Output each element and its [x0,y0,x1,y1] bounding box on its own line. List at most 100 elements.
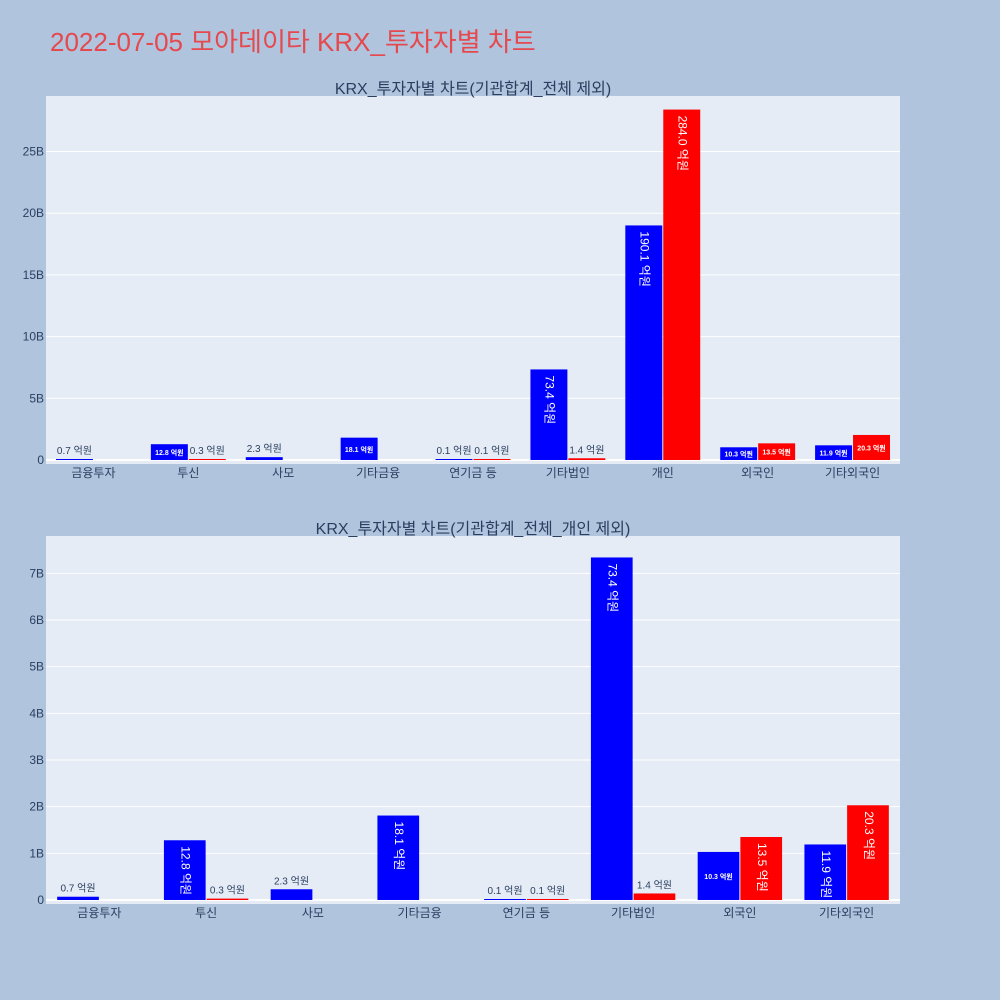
y-tick-label: 5B [29,391,44,405]
sell-bar [188,459,226,460]
buy-bar [815,445,853,460]
y-tick-label: 20B [23,206,44,220]
y-tick-label: 5B [29,660,44,674]
y-tick-label: 6B [29,613,44,627]
buy-bar [720,447,758,460]
bar-value-label: 73.4 억원 [606,563,620,612]
bar-value-label: 0.3 억원 [190,445,225,457]
y-tick-label: 3B [29,753,44,767]
sell-bar [853,434,891,460]
buy-bar [270,889,313,900]
buy-bar [55,459,93,460]
bar-value-label: 13.5 억원 [762,448,790,457]
buy-bar [530,369,568,460]
buy-bar [57,896,99,900]
buy-bar [245,457,283,460]
chart-top: 0.7 억원 12.8 억원 0.3 억원 2.3 억원 18.1 억원 0.1 억원 0.… [23,80,900,480]
sell-bar [206,898,249,900]
x-tick-label: 개인 [652,466,674,480]
buy-bar [150,444,188,460]
y-tick-label: 10B [23,330,44,344]
bar-value-label: 12.8 억원 [179,846,193,895]
bar-value-label: 1.4 억원 [637,879,672,891]
x-tick-label: 연기금 등 [503,906,551,920]
bar-value-label: 18.1 억원 [392,822,406,871]
sell-bar [633,893,676,900]
sell-bar [526,899,569,900]
buy-bar [484,899,526,900]
x-tick-label: 투신 [177,466,199,480]
x-tick-label: 사모 [302,906,324,920]
bar-value-label: 12.8 억원 [155,448,183,457]
x-tick-label: 연기금 등 [449,466,497,480]
bar-value-label: 20.3 억원 [862,811,876,860]
buy-bar [804,844,847,900]
x-tick-label: 기타외국인 [825,466,880,480]
chart-bottom: 0.7 억원 12.8 억원 0.3 억원 2.3 억원 18.1 억원 0.1 억원 0.… [29,520,900,920]
y-axis-bottom: 0 1B 2B 3B 4B 5B 6B 7B [29,566,44,907]
bar-value-label: 20.3 억원 [857,443,885,452]
x-tick-label: 금융투자 [77,906,121,920]
bar-value-label: 190.1 억원 [638,231,652,286]
bar-value-label: 0.1 억원 [530,885,565,897]
x-tick-label: 외국인 [741,466,774,480]
plot-area-top [46,96,900,464]
bar-value-label: 0.1 억원 [474,445,509,457]
bar-value-label: 10.3 억원 [724,450,752,459]
x-axis-bottom: 금융투자 투신 사모 기타금융 연기금 등 기타법인 외국인 기타외국인 [77,906,874,920]
chart-title-top: KRX_투자자별 차트(기관합계_전체 제외) [335,80,611,98]
buy-bar [590,557,633,900]
y-axis-top: 0 5B 10B 15B 20B 25B [23,145,45,467]
x-tick-label: 기타외국인 [819,906,874,920]
bar-value-label: 11.9 억원 [820,449,848,458]
sell-bar [758,443,796,460]
bars-bottom: 0.7 억원 12.8 억원 0.3 억원 2.3 억원 18.1 억원 0.1 억원 0.… [57,557,889,900]
x-tick-label: 기타금융 [356,466,400,480]
page-title: 2022-07-05 모아데이타 KRX_투자자별 차트 [50,27,536,57]
bar-value-label: 2.3 억원 [247,443,282,455]
y-tick-label: 0 [37,453,44,467]
buy-bar [697,851,740,900]
x-tick-label: 사모 [272,466,294,480]
y-tick-label: 4B [29,706,44,720]
y-tick-label: 2B [29,800,44,814]
buy-bar [625,225,663,460]
gridlines-top [46,151,900,461]
buy-bar [163,840,206,900]
bar-value-label: 11.9 억원 [819,850,833,898]
bar-value-label: 73.4 억원 [543,375,557,424]
x-tick-label: 기타법인 [611,906,655,920]
x-tick-label: 기타금융 [398,906,442,920]
bar-value-label: 284.0 억원 [676,116,690,171]
bar-value-label: 13.5 억원 [755,843,769,892]
buy-bar [377,815,420,900]
y-tick-label: 0 [37,893,44,907]
x-tick-label: 투신 [195,906,217,920]
y-tick-label: 1B [29,846,44,860]
sell-bar [847,805,889,900]
sell-bar [740,837,783,900]
bars-top: 0.7 억원 12.8 억원 0.3 억원 2.3 억원 18.1 억원 0.1 억원 0.… [55,109,891,461]
bar-value-label: 1.4 억원 [569,444,604,456]
sell-bar [473,459,511,460]
bar-value-label: 18.1 억원 [345,445,373,454]
sell-bar [568,458,606,460]
buy-bar [435,459,473,460]
chart-title-bottom: KRX_투자자별 차트(기관합계_전체_개인 제외) [316,520,631,538]
bar-value-label: 0.7 억원 [57,445,92,457]
y-tick-label: 7B [29,566,44,580]
buy-bar [340,437,378,460]
bar-value-label: 2.3 억원 [274,875,309,887]
x-tick-label: 금융투자 [71,466,115,480]
x-axis-top: 금융투자 투신 사모 기타금융 연기금 등 기타법인 개인 외국인 기타외국인 [71,466,880,480]
bar-value-label: 0.3 억원 [210,885,245,897]
sell-bar [663,109,701,461]
x-tick-label: 기타법인 [546,466,590,480]
bar-value-label: 0.1 억원 [436,445,471,457]
x-tick-label: 외국인 [723,906,756,920]
bar-value-label: 0.1 억원 [487,885,522,897]
y-tick-label: 25B [23,145,44,159]
y-tick-label: 15B [23,268,44,282]
bar-value-label: 10.3 억원 [704,872,732,881]
